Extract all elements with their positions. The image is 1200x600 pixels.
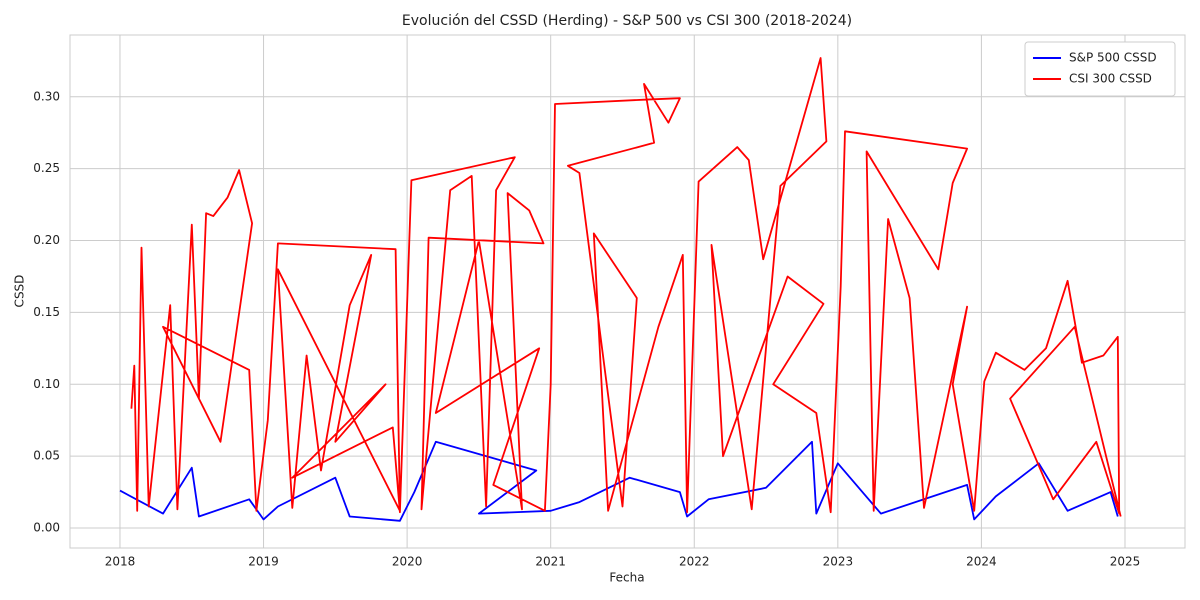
y-tick-label: 0.25 <box>33 161 60 175</box>
legend-label: CSI 300 CSSD <box>1069 72 1152 86</box>
legend: S&P 500 CSSD CSI 300 CSSD <box>1024 41 1176 97</box>
legend-box <box>1024 41 1176 97</box>
x-tick-label: 2018 <box>105 555 136 569</box>
x-tick-label: 2020 <box>392 555 423 569</box>
plot-frame <box>69 34 1186 549</box>
y-tick-label: 0.00 <box>33 521 60 535</box>
series-line <box>119 440 1119 522</box>
chart-title: Evolución del CSSD (Herding) - S&P 500 v… <box>402 13 852 29</box>
x-tick-label: 2023 <box>823 555 854 569</box>
x-tick-label: 2024 <box>966 555 997 569</box>
grid <box>70 35 1185 548</box>
y-tick-label: 0.05 <box>33 449 60 463</box>
y-tick-label: 0.10 <box>33 377 60 391</box>
y-tick-label: 0.30 <box>33 89 60 103</box>
y-axis-label: CSSD <box>13 275 27 308</box>
y-tick-label: 0.20 <box>33 233 60 247</box>
legend-label: S&P 500 CSSD <box>1069 51 1157 65</box>
x-tick-label: 2022 <box>679 555 710 569</box>
x-axis-label: Fecha <box>609 571 644 585</box>
x-tick-label: 2021 <box>535 555 566 569</box>
series-line <box>130 57 1122 517</box>
x-tick-label: 2025 <box>1110 555 1141 569</box>
x-tick-label: 2019 <box>248 555 279 569</box>
lines <box>119 57 1122 522</box>
y-tick-label: 0.15 <box>33 305 60 319</box>
